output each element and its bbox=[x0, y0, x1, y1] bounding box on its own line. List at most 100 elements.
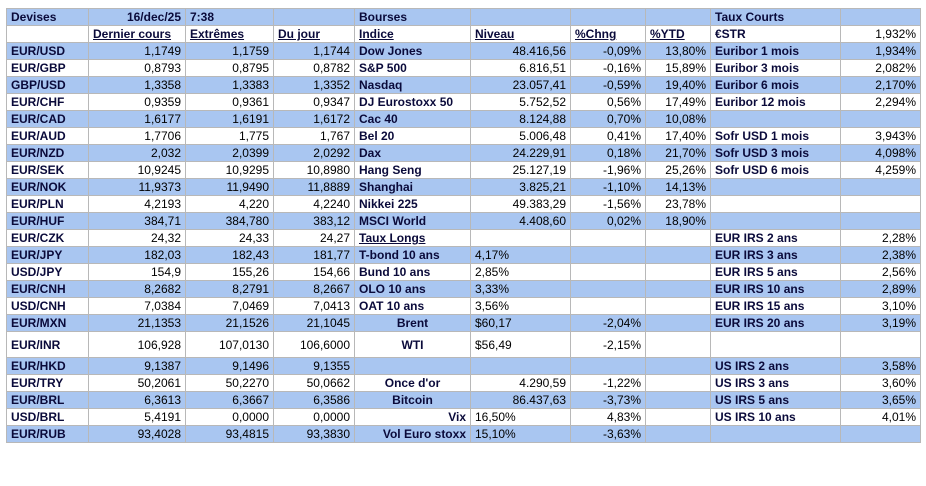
table-cell: 10,9295 bbox=[185, 161, 274, 179]
table-cell: 7,0384 bbox=[88, 297, 186, 315]
table-cell: -2,15% bbox=[570, 331, 646, 358]
table-cell: 0,56% bbox=[570, 93, 646, 111]
table-cell: 24,32 bbox=[88, 229, 186, 247]
table-cell: Once d'or bbox=[354, 374, 471, 392]
table-cell: Nikkei 225 bbox=[354, 195, 471, 213]
table-cell bbox=[840, 110, 921, 128]
table-cell: 0,9361 bbox=[185, 93, 274, 111]
table-row: GBP/USD 1,3358 1,3383 1,3352 Nasdaq 23.057,41… bbox=[6, 76, 921, 94]
table-cell: $56,49 bbox=[470, 331, 571, 358]
table-cell: 0,18% bbox=[570, 144, 646, 162]
table-cell: 7,0469 bbox=[185, 297, 274, 315]
table-cell: %YTD bbox=[645, 25, 711, 43]
table-cell: 4.408,60 bbox=[470, 212, 571, 230]
table-cell: EUR/GBP bbox=[6, 59, 89, 77]
table-cell: 4.290,59 bbox=[470, 374, 571, 392]
table-cell: 6,3613 bbox=[88, 391, 186, 409]
table-cell: 2,28% bbox=[840, 229, 921, 247]
table-cell: 49.383,29 bbox=[470, 195, 571, 213]
table-cell: Dow Jones bbox=[354, 42, 471, 60]
table-cell: 1,934% bbox=[840, 42, 921, 60]
table-cell: 1,6177 bbox=[88, 110, 186, 128]
table-cell bbox=[710, 331, 841, 358]
table-cell: Du jour bbox=[273, 25, 355, 43]
table-row: EUR/HKD 9,1387 9,1496 9,1355 US IRS 2 ans 3,5… bbox=[6, 357, 921, 375]
table-row: EUR/SEK 10,9245 10,9295 10,8980 Hang Seng 25.… bbox=[6, 161, 921, 179]
table-cell: 182,03 bbox=[88, 246, 186, 264]
table-cell bbox=[710, 425, 841, 443]
table-cell: 1,6172 bbox=[273, 110, 355, 128]
table-cell bbox=[645, 374, 711, 392]
table-cell: Bel 20 bbox=[354, 127, 471, 145]
table-cell: 1,3352 bbox=[273, 76, 355, 94]
table-cell: 3,56% bbox=[470, 297, 571, 315]
table-cell bbox=[645, 229, 711, 247]
table-cell bbox=[840, 178, 921, 196]
table-cell: US IRS 10 ans bbox=[710, 408, 841, 426]
table-cell: 7:38 bbox=[185, 8, 274, 26]
table-cell: 93,4815 bbox=[185, 425, 274, 443]
table-cell: EUR IRS 20 ans bbox=[710, 314, 841, 332]
table-cell bbox=[645, 246, 711, 264]
table-cell: S&P 500 bbox=[354, 59, 471, 77]
table-cell: USD/JPY bbox=[6, 263, 89, 281]
table-cell: Bitcoin bbox=[354, 391, 471, 409]
table-cell: EUR/AUD bbox=[6, 127, 89, 145]
table-cell: 0,8793 bbox=[88, 59, 186, 77]
table-cell: EUR/MXN bbox=[6, 314, 89, 332]
table-cell: 21,1526 bbox=[185, 314, 274, 332]
table-cell bbox=[470, 229, 571, 247]
table-cell: Vix bbox=[354, 408, 471, 426]
table-cell: Brent bbox=[354, 314, 471, 332]
table-cell bbox=[645, 408, 711, 426]
table-cell: 3,60% bbox=[840, 374, 921, 392]
table-cell: OLO 10 ans bbox=[354, 280, 471, 298]
table-cell: Extrêmes bbox=[185, 25, 274, 43]
table-row: EUR/JPY 182,03 182,43 181,77 T-bond 10 ans 4,… bbox=[6, 246, 921, 264]
table-cell: Devises bbox=[6, 8, 89, 26]
table-cell bbox=[645, 391, 711, 409]
table-cell: 16/dec/25 bbox=[88, 8, 186, 26]
table-cell: 7,0413 bbox=[273, 297, 355, 315]
table-cell: US IRS 3 ans bbox=[710, 374, 841, 392]
table-cell: 2,294% bbox=[840, 93, 921, 111]
table-cell: EUR/CHF bbox=[6, 93, 89, 111]
table-cell: 0,0000 bbox=[273, 408, 355, 426]
table-cell bbox=[470, 357, 571, 375]
table-cell: Shanghai bbox=[354, 178, 471, 196]
table-cell: 4,17% bbox=[470, 246, 571, 264]
table-cell: 11,9373 bbox=[88, 178, 186, 196]
table-cell: 50,2061 bbox=[88, 374, 186, 392]
table-cell bbox=[710, 110, 841, 128]
table-cell: 4,2193 bbox=[88, 195, 186, 213]
table-row: EUR/NOK 11,9373 11,9490 11,8889 Shanghai 3.82… bbox=[6, 178, 921, 196]
table-cell: 6.816,51 bbox=[470, 59, 571, 77]
table-row: EUR/GBP 0,8793 0,8795 0,8782 S&P 500 6.816,51… bbox=[6, 59, 921, 77]
table-cell: 1,775 bbox=[185, 127, 274, 145]
table-cell: Bourses bbox=[354, 8, 471, 26]
table-cell: Taux Courts bbox=[710, 8, 841, 26]
market-table: Devises 16/dec/25 7:38 Bourses Taux Courts De… bbox=[6, 8, 921, 443]
table-cell: Dax bbox=[354, 144, 471, 162]
table-cell: 4,2240 bbox=[273, 195, 355, 213]
table-cell: EUR/JPY bbox=[6, 246, 89, 264]
table-cell: GBP/USD bbox=[6, 76, 89, 94]
table-cell: -1,22% bbox=[570, 374, 646, 392]
table-cell: 24.229,91 bbox=[470, 144, 571, 162]
table-cell: -0,09% bbox=[570, 42, 646, 60]
table-cell: Vol Euro stoxx bbox=[354, 425, 471, 443]
table-cell: 17,40% bbox=[645, 127, 711, 145]
table-cell: 17,49% bbox=[645, 93, 711, 111]
table-cell: EUR/CAD bbox=[6, 110, 89, 128]
table-cell: 1,1744 bbox=[273, 42, 355, 60]
table-cell: US IRS 2 ans bbox=[710, 357, 841, 375]
table-cell bbox=[570, 280, 646, 298]
table-cell: 10,08% bbox=[645, 110, 711, 128]
table-row: EUR/CAD 1,6177 1,6191 1,6172 Cac 40 8.124,88 0… bbox=[6, 110, 921, 128]
table-cell: EUR/TRY bbox=[6, 374, 89, 392]
table-cell: Euribor 3 mois bbox=[710, 59, 841, 77]
table-cell bbox=[570, 246, 646, 264]
table-cell: 8,2667 bbox=[273, 280, 355, 298]
table-cell: 1,767 bbox=[273, 127, 355, 145]
